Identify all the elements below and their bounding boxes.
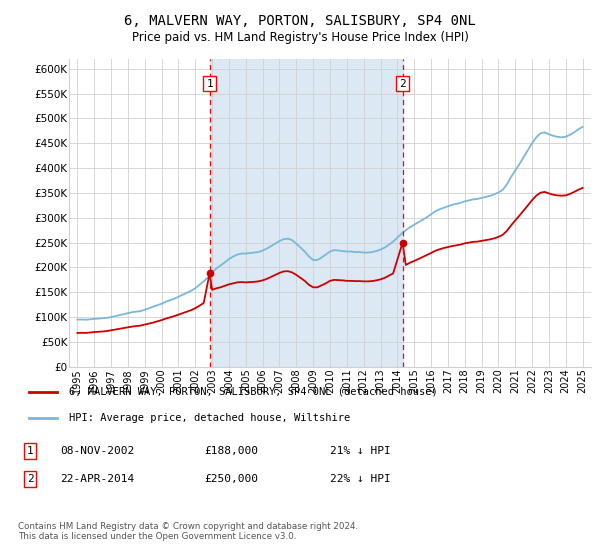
Text: 21% ↓ HPI: 21% ↓ HPI [330,446,391,456]
Text: Price paid vs. HM Land Registry's House Price Index (HPI): Price paid vs. HM Land Registry's House … [131,31,469,44]
Text: 08-NOV-2002: 08-NOV-2002 [60,446,134,456]
Text: 22% ↓ HPI: 22% ↓ HPI [330,474,391,484]
Text: 22-APR-2014: 22-APR-2014 [60,474,134,484]
Text: 2: 2 [399,78,406,88]
Text: 6, MALVERN WAY, PORTON, SALISBURY, SP4 0NL: 6, MALVERN WAY, PORTON, SALISBURY, SP4 0… [124,14,476,28]
Text: 1: 1 [26,446,34,456]
Text: 1: 1 [206,78,213,88]
Text: Contains HM Land Registry data © Crown copyright and database right 2024.
This d: Contains HM Land Registry data © Crown c… [18,522,358,542]
Text: 2: 2 [26,474,34,484]
Bar [209,59,403,367]
Text: HPI: Average price, detached house, Wiltshire: HPI: Average price, detached house, Wilt… [69,413,350,423]
Text: £188,000: £188,000 [204,446,258,456]
Text: 6, MALVERN WAY, PORTON, SALISBURY, SP4 0NL (detached house): 6, MALVERN WAY, PORTON, SALISBURY, SP4 0… [69,386,437,396]
Text: £250,000: £250,000 [204,474,258,484]
